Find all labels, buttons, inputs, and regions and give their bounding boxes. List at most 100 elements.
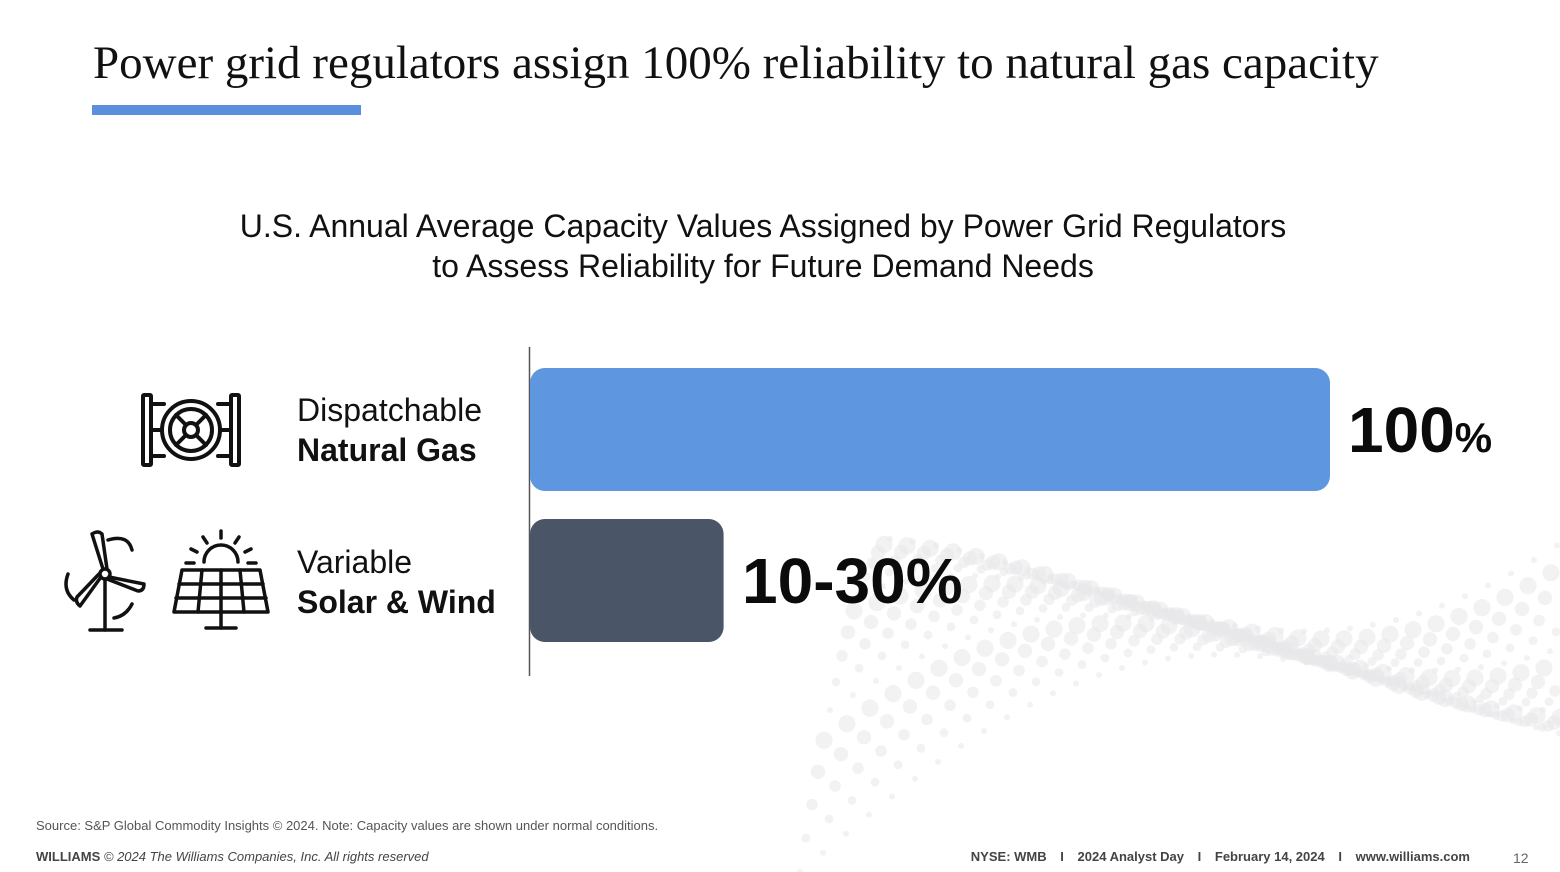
wind-turbine-icon	[64, 530, 146, 632]
background-dot	[1340, 659, 1346, 666]
background-dot	[999, 631, 1017, 650]
background-dot	[1508, 570, 1514, 577]
background-dot	[1094, 587, 1100, 594]
background-dot	[1142, 659, 1148, 666]
background-dot	[1255, 625, 1261, 632]
chart-title-line-2: to Assess Reliability for Future Demand …	[432, 248, 1094, 284]
background-dot	[1436, 656, 1446, 666]
background-dot	[1512, 664, 1530, 682]
background-dot	[1482, 649, 1492, 659]
background-dot	[1146, 645, 1156, 654]
background-dot	[1556, 730, 1560, 737]
background-dot	[907, 564, 917, 574]
background-dot	[921, 713, 933, 726]
footer-copyright-text: © 2024 The Williams Companies, Inc. All …	[103, 849, 429, 864]
background-dot	[926, 575, 932, 582]
footer-separator: I	[1338, 849, 1342, 864]
background-dot	[994, 652, 1010, 667]
background-dot	[1347, 625, 1353, 632]
background-dot	[1367, 657, 1377, 666]
background-dot	[1528, 636, 1538, 645]
background-dot	[831, 677, 841, 687]
background-dot	[1278, 627, 1284, 634]
data-label-natural-gas-value: 100	[1348, 394, 1455, 466]
background-dot	[896, 665, 902, 672]
background-dot	[1487, 631, 1499, 644]
footer-event: 2024 Analyst Day	[1077, 849, 1184, 864]
background-dot	[1416, 610, 1422, 617]
background-dot	[1455, 666, 1461, 673]
background-dot	[824, 814, 834, 824]
background-dot	[1119, 665, 1125, 672]
background-dot	[1399, 636, 1415, 651]
gas-turbine-icon	[141, 393, 241, 467]
category-label-natural-gas-line-2: Natural Gas	[297, 432, 477, 468]
footer-website[interactable]: www.williams.com	[1355, 849, 1470, 864]
background-dot	[1503, 688, 1515, 701]
background-dot	[1004, 714, 1010, 721]
background-dot	[1040, 636, 1056, 652]
background-dot	[910, 538, 916, 545]
background-dot	[1395, 648, 1407, 661]
background-dot	[1464, 638, 1476, 650]
background-dot	[1448, 694, 1454, 701]
background-dot	[1126, 613, 1132, 620]
background-dot	[833, 746, 849, 762]
background-dot	[1073, 680, 1079, 687]
background-dot	[891, 587, 909, 605]
background-dot	[1533, 614, 1545, 627]
background-dot	[1063, 631, 1079, 646]
background-dot	[801, 833, 811, 843]
background-dot	[1324, 627, 1330, 634]
background-dot	[949, 573, 955, 580]
background-dot	[1015, 606, 1025, 616]
background-dot	[1409, 667, 1415, 674]
background-dot	[879, 714, 895, 729]
background-dot	[859, 638, 871, 650]
background-dot	[866, 811, 872, 818]
data-label-natural-gas-percent: %	[1454, 414, 1493, 461]
background-dot	[930, 563, 940, 573]
background-dot	[1496, 588, 1514, 606]
background-dot	[1123, 648, 1133, 658]
background-dot	[1549, 685, 1560, 697]
background-dot	[880, 583, 886, 590]
background-dot	[866, 557, 878, 569]
background-dot	[1091, 615, 1109, 633]
background-dot	[1197, 614, 1215, 632]
background-dot	[854, 663, 864, 673]
background-dot	[919, 653, 925, 660]
background-dot	[1071, 580, 1077, 587]
background-dot	[907, 671, 925, 689]
background-dot	[882, 627, 894, 640]
background-dot	[1473, 599, 1491, 617]
chart-title: U.S. Annual Average Capacity Values Assi…	[0, 206, 1526, 286]
background-dot	[972, 572, 978, 579]
background-dot	[967, 547, 985, 566]
background-dot	[843, 830, 849, 837]
slide-title: Power grid regulators assign 100% reliab…	[93, 37, 1379, 89]
background-dot	[979, 553, 985, 560]
background-dot	[1100, 653, 1110, 663]
background-dot	[875, 745, 887, 757]
background-dot	[887, 535, 893, 542]
background-dot	[903, 578, 909, 585]
background-dot	[1425, 689, 1431, 696]
background-dot	[937, 578, 955, 596]
background-dot	[1445, 626, 1461, 642]
background-dot	[1386, 665, 1392, 672]
background-dot	[1027, 701, 1033, 708]
background-dot	[946, 622, 956, 632]
background-dot	[1547, 648, 1553, 655]
background-dot	[1418, 646, 1430, 659]
background-dot	[997, 596, 1009, 608]
background-dot	[942, 643, 948, 650]
background-dot	[1524, 654, 1530, 661]
background-dot	[1370, 621, 1376, 628]
chart-title-line-1: U.S. Annual Average Capacity Values Assi…	[239, 208, 1287, 244]
background-dot	[969, 615, 979, 625]
background-dot	[852, 762, 864, 774]
background-dot	[928, 610, 940, 623]
background-dot	[1128, 594, 1146, 612]
